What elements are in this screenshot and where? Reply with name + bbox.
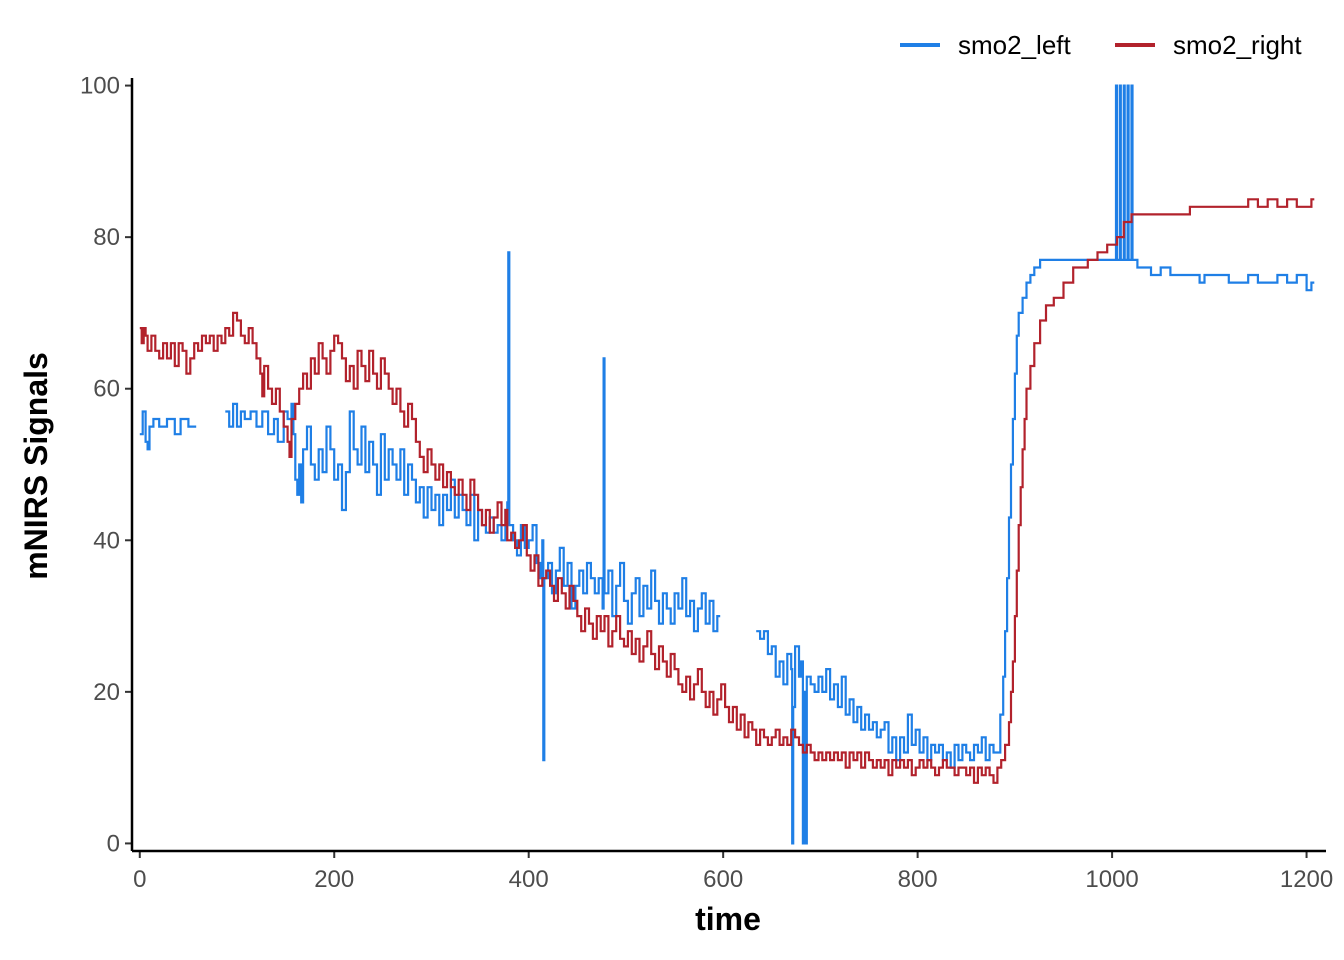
plot-area bbox=[139, 84, 1315, 845]
y-tick-label: 80 bbox=[93, 224, 120, 251]
x-tick-label: 1200 bbox=[1280, 866, 1333, 893]
series-line-smo2-right bbox=[139, 198, 1315, 784]
y-tick-label: 40 bbox=[93, 527, 120, 554]
y-tick-label: 20 bbox=[93, 679, 120, 706]
y-tick-label: 100 bbox=[80, 73, 120, 100]
x-tick-label: 200 bbox=[314, 866, 354, 893]
x-tick-label: 0 bbox=[133, 866, 146, 893]
y-tick-label: 0 bbox=[107, 830, 120, 857]
legend: smo2_left smo2_right bbox=[900, 30, 1302, 60]
x-tick-label: 800 bbox=[898, 866, 938, 893]
x-tick-label: 1000 bbox=[1085, 866, 1138, 893]
x-tick-label: 400 bbox=[509, 866, 549, 893]
x-tick-label: 600 bbox=[703, 866, 743, 893]
y-tick-label: 60 bbox=[93, 376, 120, 403]
legend-label: smo2_left bbox=[958, 30, 1071, 60]
y-axis-title: mNIRS Signals bbox=[18, 352, 54, 580]
y-axis-ticks: 0 20 40 60 80 100 bbox=[80, 73, 132, 857]
x-axis-title: time bbox=[695, 901, 761, 937]
legend-label: smo2_right bbox=[1173, 30, 1302, 60]
